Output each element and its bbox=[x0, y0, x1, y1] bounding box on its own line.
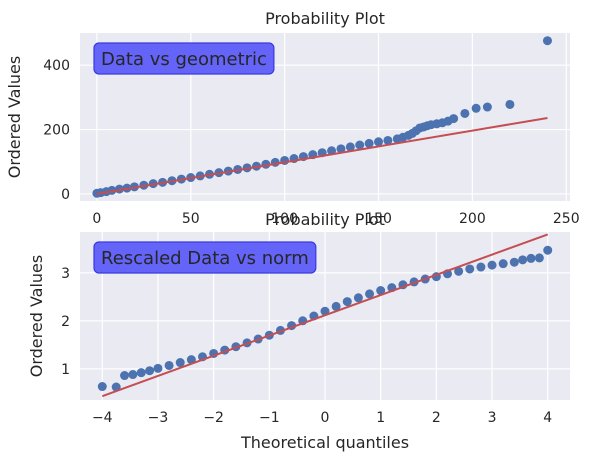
y-tick-label: 1 bbox=[61, 362, 70, 378]
annotation-background bbox=[93, 241, 317, 274]
data-point bbox=[342, 297, 352, 307]
data-point bbox=[460, 108, 470, 118]
data-point bbox=[153, 363, 163, 373]
data-point bbox=[518, 255, 528, 265]
x-tick-label: 200 bbox=[459, 211, 486, 227]
subplot-2: −4 −3 −2 −1 0 1 2 3 4 1 2 3 Rescaled Data vs norm Pro… bbox=[27, 210, 570, 452]
data-point bbox=[364, 138, 374, 148]
x-tick-label: 1 bbox=[376, 410, 385, 426]
data-point bbox=[128, 370, 138, 380]
annotation-text: Rescaled Data vs norm bbox=[101, 248, 309, 269]
annotation-box: Data vs geometric bbox=[93, 42, 275, 75]
data-point bbox=[374, 137, 384, 147]
x-tick-label: 4 bbox=[543, 410, 552, 426]
y-tick-label: 2 bbox=[61, 314, 70, 330]
y-tick-label: 400 bbox=[43, 58, 70, 74]
data-point bbox=[355, 140, 365, 150]
data-point bbox=[383, 135, 393, 145]
data-point bbox=[97, 382, 107, 392]
data-point bbox=[376, 286, 386, 296]
data-point bbox=[526, 253, 536, 263]
x-tick-label: −4 bbox=[92, 410, 113, 426]
data-point bbox=[331, 301, 341, 311]
fit-line bbox=[101, 233, 549, 398]
x-tick-label: 50 bbox=[182, 211, 200, 227]
x-tick-label: 3 bbox=[488, 410, 497, 426]
data-point bbox=[454, 266, 464, 276]
data-point bbox=[534, 253, 544, 263]
y-tick-label: 200 bbox=[43, 123, 70, 139]
y-tick-label: 3 bbox=[61, 266, 70, 282]
x-axis-label: Theoretical quantiles bbox=[240, 433, 409, 452]
data-point bbox=[164, 360, 174, 370]
y-tick-label: 0 bbox=[61, 187, 70, 203]
data-point bbox=[353, 293, 363, 303]
data-point bbox=[465, 264, 475, 274]
annotation-text: Data vs geometric bbox=[101, 49, 267, 70]
annotation-box: Rescaled Data vs norm bbox=[93, 241, 317, 274]
subplot-1: 0 50 100 150 200 250 0 200 400 Data vs geometric P… bbox=[5, 9, 580, 227]
data-point bbox=[175, 358, 185, 368]
data-point bbox=[365, 289, 375, 299]
plot-title: Probability Plot bbox=[265, 9, 385, 28]
data-point bbox=[505, 99, 515, 109]
x-tick-label: 0 bbox=[92, 211, 101, 227]
plot-title: Probability Plot bbox=[265, 210, 385, 229]
data-point bbox=[509, 257, 519, 267]
x-tick-label: 150 bbox=[365, 211, 392, 227]
x-tick-label: 0 bbox=[321, 410, 330, 426]
x-tick-label: −1 bbox=[259, 410, 280, 426]
data-point bbox=[336, 144, 346, 154]
data-point bbox=[482, 102, 492, 112]
data-point bbox=[487, 260, 497, 270]
x-tick-label: 100 bbox=[271, 211, 298, 227]
y-axis-label: Ordered Values bbox=[5, 56, 24, 178]
x-tick-label: 250 bbox=[553, 211, 580, 227]
x-tick-label: 2 bbox=[432, 410, 441, 426]
data-point bbox=[145, 366, 155, 376]
fit-line bbox=[96, 116, 548, 195]
data-point bbox=[120, 371, 130, 381]
data-point bbox=[498, 259, 508, 269]
data-point bbox=[345, 142, 355, 152]
data-point bbox=[543, 245, 553, 255]
data-point bbox=[136, 368, 146, 378]
annotation-background bbox=[93, 42, 275, 75]
x-tick-label: −2 bbox=[203, 410, 224, 426]
data-point bbox=[449, 114, 459, 124]
data-point bbox=[471, 103, 481, 113]
data-point bbox=[542, 36, 552, 46]
x-tick-label: −3 bbox=[148, 410, 169, 426]
y-axis-label: Ordered Values bbox=[27, 255, 46, 377]
data-point bbox=[476, 262, 486, 272]
